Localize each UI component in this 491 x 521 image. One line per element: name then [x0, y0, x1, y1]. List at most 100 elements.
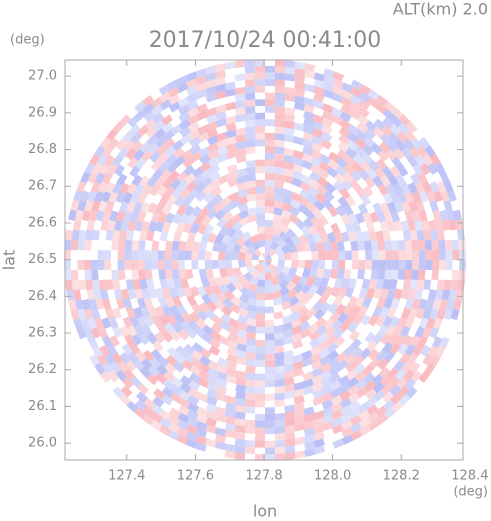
echo-cell [265, 260, 272, 264]
echo-cell [365, 120, 377, 132]
echo-cell [216, 217, 228, 229]
echo-cell [146, 278, 155, 290]
echo-cell [204, 438, 217, 448]
echo-cell [179, 134, 192, 146]
echo-cell [427, 219, 437, 231]
echo-cell [148, 184, 160, 197]
echo-cell [226, 346, 238, 357]
echo-cell [141, 324, 153, 337]
echo-cell [211, 251, 218, 260]
echo-cell [246, 317, 257, 327]
echo-cell [291, 332, 303, 343]
echo-cell [301, 357, 314, 368]
echo-cell [108, 317, 119, 329]
echo-cell [165, 354, 178, 367]
echo-cell [349, 415, 362, 426]
echo-cell [185, 180, 198, 193]
echo-cell [302, 217, 314, 229]
echo-cell [331, 260, 339, 270]
echo-cell [115, 138, 128, 151]
echo-cell [323, 318, 335, 330]
echo-cell [169, 304, 180, 317]
echo-cell [256, 233, 265, 241]
echo-cell [219, 267, 228, 278]
echo-cell [254, 427, 265, 435]
echo-cell [134, 183, 145, 196]
echo-cell [351, 161, 364, 174]
echo-cell [277, 260, 286, 268]
echo-cell [338, 374, 351, 386]
echo-cell [297, 305, 309, 317]
echo-cell [421, 181, 433, 194]
echo-cell [382, 230, 391, 242]
echo-cell [367, 419, 380, 431]
echo-cell [347, 212, 358, 225]
echo-cell [360, 194, 372, 206]
echo-cell [245, 126, 256, 135]
echo-cell [224, 450, 236, 459]
echo-cell [284, 404, 296, 413]
echo-cell [298, 233, 309, 245]
echo-cell [329, 380, 342, 391]
echo-cell [104, 154, 116, 167]
echo-cell [281, 266, 291, 276]
echo-cell [357, 402, 370, 414]
echo-cell [350, 338, 362, 351]
echo-cell [227, 325, 239, 336]
echo-cell [433, 317, 443, 330]
echo-cell [255, 407, 265, 414]
echo-cell [373, 118, 386, 131]
echo-cell [370, 142, 383, 155]
echo-cell [321, 198, 334, 210]
echo-cell [273, 200, 284, 210]
echo-cell [320, 370, 332, 381]
echo-cell [284, 86, 296, 96]
x-tick-label: 128.0 [314, 469, 351, 484]
echo-cell [326, 342, 339, 354]
echo-cell [335, 157, 348, 169]
echo-cell [300, 174, 312, 185]
echo-cell [177, 419, 190, 431]
echo-cell [347, 384, 360, 396]
echo-cell [455, 289, 464, 301]
echo-cell [235, 377, 247, 386]
echo-cell [265, 407, 276, 415]
echo-cell [337, 196, 349, 208]
echo-cell [123, 368, 136, 381]
echo-cell [277, 252, 286, 260]
echo-cell [319, 362, 332, 374]
echo-cell [77, 239, 86, 251]
echo-cell [265, 65, 276, 73]
echo-cell [257, 272, 265, 281]
echo-cell [105, 270, 113, 280]
echo-cell [140, 306, 151, 319]
echo-cell [265, 285, 274, 294]
echo-cell [95, 210, 105, 222]
x-tick-label: 128.2 [383, 469, 420, 484]
echo-cell [381, 341, 394, 354]
echo-cell [338, 134, 351, 146]
echo-cell [64, 269, 72, 281]
echo-cell [265, 99, 276, 107]
echo-cell [77, 260, 85, 271]
echo-cell [309, 345, 322, 356]
echo-cell [283, 370, 295, 379]
echo-cell [204, 65, 217, 75]
echo-cell [285, 280, 297, 292]
echo-cell [226, 282, 237, 294]
echo-cell [265, 166, 275, 174]
echo-cell [104, 260, 112, 271]
echo-cell [344, 353, 357, 365]
echo-cell [116, 173, 128, 186]
echo-cell [117, 260, 125, 271]
echo-cell [80, 317, 90, 330]
echo-cell [291, 325, 303, 336]
echo-cell [417, 335, 428, 348]
echo-cell [94, 145, 106, 158]
echo-cell [232, 243, 242, 254]
echo-cell [335, 351, 348, 363]
echo-cell [215, 111, 227, 121]
echo-cell [234, 438, 246, 447]
echo-cell [133, 148, 145, 161]
echo-cell [173, 353, 186, 365]
